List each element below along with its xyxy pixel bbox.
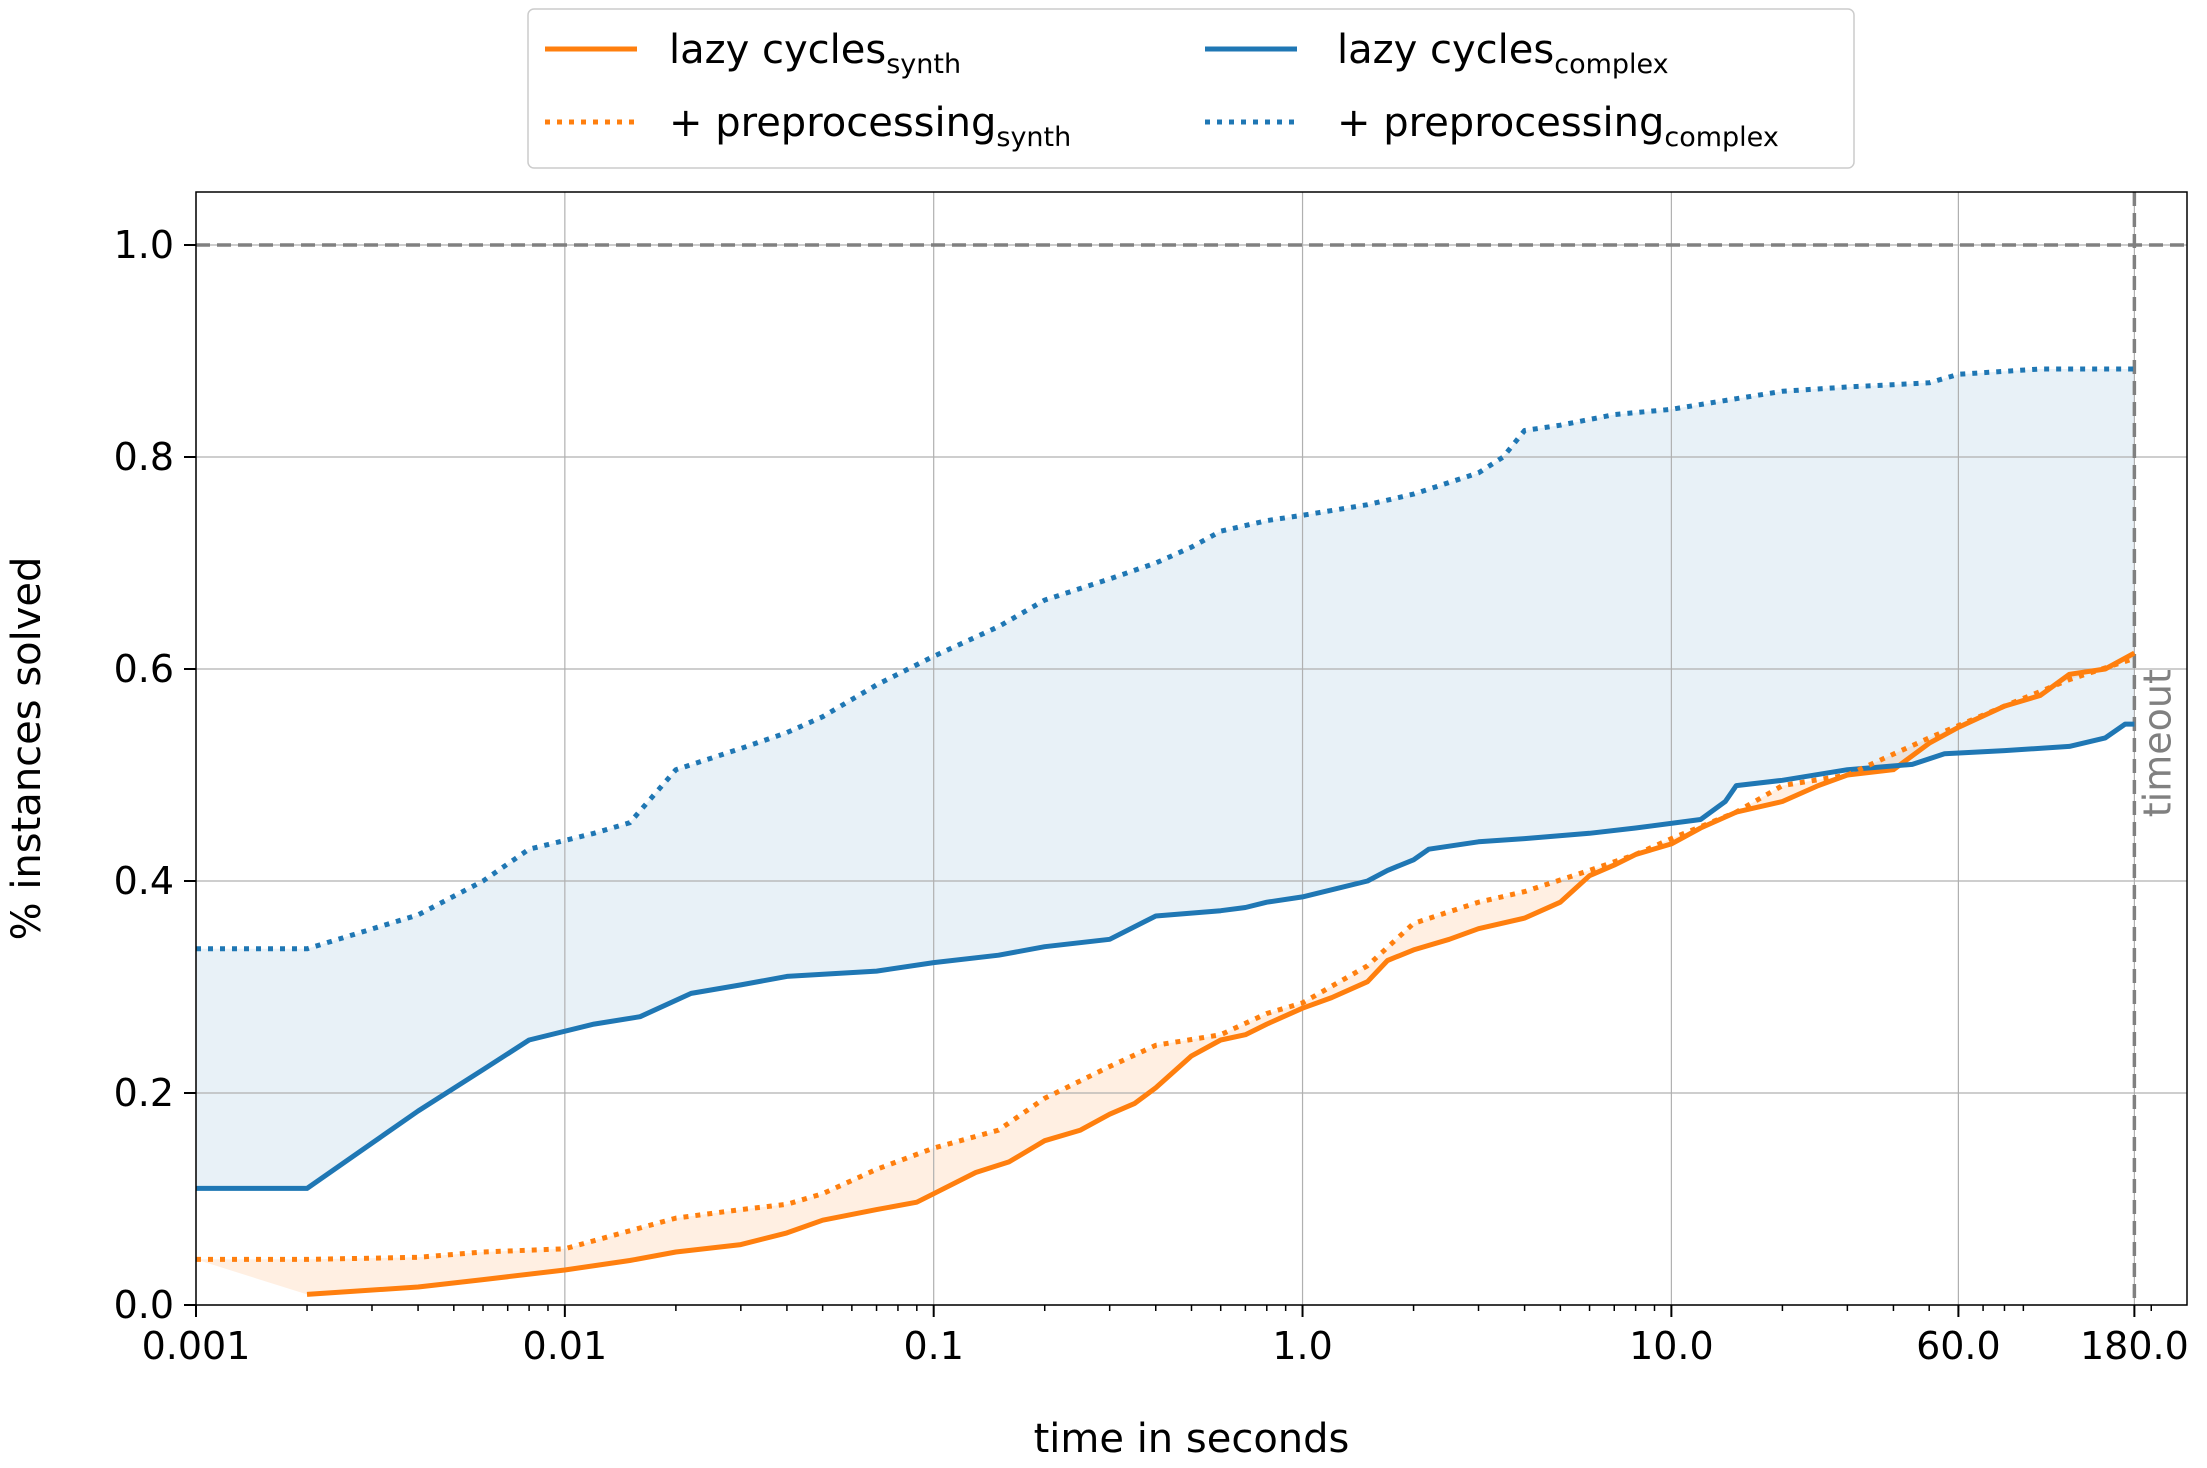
series-line-2 [196,656,2136,1262]
legend-label-subscript-3: complex [1664,122,1778,153]
y-axis-label: % instances solved [4,557,50,941]
fill-regions [196,369,2135,1295]
reference-lines [196,192,2187,1305]
y-tick-label-2: 0.4 [114,859,174,903]
series-line-1 [196,721,2135,1191]
y-tick-label-5: 1.0 [114,223,174,267]
y-tick-label-1: 0.2 [114,1071,174,1115]
legend-label-1: lazy cyclescomplex [1337,27,1669,80]
legend: lazy cyclessynth lazy cyclescomplex+ prep… [527,8,1855,169]
x-tick-label-0: 0.001 [142,1324,251,1368]
fill-region-0 [196,369,2135,1189]
legend-label-subscript-0: synth [886,49,961,80]
legend-label-main-1: lazy cycles [1337,27,1554,73]
tick-labels: 0.001 0.01 0.1 1.0 10.0 60.0 180.0 0.0 0.2 0.4 0.6… [114,223,2189,1368]
x-tick-label-6: 180.0 [2080,1324,2189,1368]
legend-label-3: + preprocessingcomplex [1337,100,1779,153]
legend-label-main-0: lazy cycles [669,27,886,73]
legend-box [527,8,1855,169]
series-lines [196,366,2136,1297]
legend-label-subscript-1: complex [1554,49,1668,80]
legend-label-subscript-2: synth [996,122,1071,153]
x-tick-label-5: 60.0 [1916,1324,2001,1368]
x-tick-label-3: 1.0 [1272,1324,1332,1368]
y-tick-label-0: 0.0 [114,1283,174,1327]
legend-label-main-3: + preprocessing [1337,100,1664,146]
timeout-label: timeout [2135,669,2179,817]
legend-label-2: + preprocessingsynth [669,100,1071,153]
y-tick-label-3: 0.6 [114,647,174,691]
legend-label-main-2: + preprocessing [669,100,996,146]
x-tick-label-1: 0.01 [523,1324,608,1368]
axis-ticks [184,244,2153,1317]
y-tick-label-4: 0.8 [114,435,174,479]
x-tick-label-2: 0.1 [903,1324,963,1368]
legend-label-0: lazy cyclessynth [669,27,961,80]
x-tick-label-4: 10.0 [1629,1324,1714,1368]
x-axis-label: time in seconds [1034,1416,1350,1462]
